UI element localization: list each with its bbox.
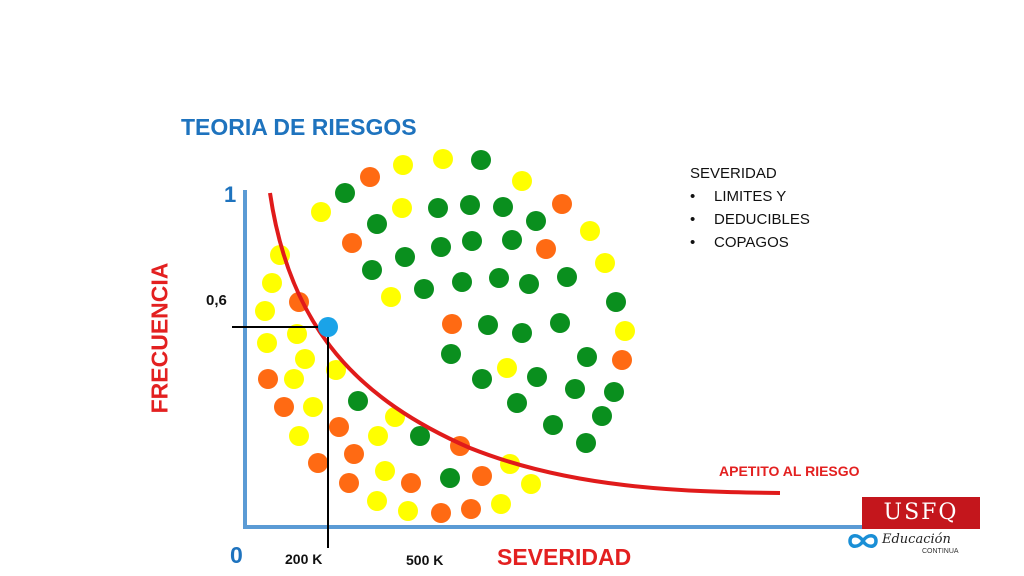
risk-dot [329,417,349,437]
risk-dot [375,461,395,481]
risk-dot [335,183,355,203]
risk-dot [284,369,304,389]
risk-dot [395,247,415,267]
risk-appetite-label: APETITO AL RIESGO [719,463,860,479]
risk-dot [543,415,563,435]
risk-dot [431,237,451,257]
risk-dot [344,444,364,464]
risk-dot [489,268,509,288]
risk-dot [592,406,612,426]
note-bullet-deductibles: DEDUCIBLES [690,208,810,231]
page-title: TEORIA DE RIESGOS [181,114,417,140]
risk-dot [274,397,294,417]
risk-dot [339,473,359,493]
usfq-logo: USFQ Educación CONTINUA [848,497,982,561]
risk-dot [580,221,600,241]
origin-label: 0 [230,542,243,568]
risk-dot [461,499,481,519]
risk-dot [392,198,412,218]
risk-dot [303,397,323,417]
risk-dot [565,379,585,399]
risk-dot [577,347,597,367]
infinity-icon [848,534,878,548]
risk-dot [521,474,541,494]
risk-dot [398,501,418,521]
risk-dot [367,214,387,234]
risk-dot [576,433,596,453]
risk-dot [512,323,532,343]
risk-dot [410,426,430,446]
risk-dot [289,426,309,446]
risk-dot [257,333,277,353]
risk-dot [308,453,328,473]
risk-dot [258,369,278,389]
risk-dot [431,503,451,523]
note-bullet-copays: COPAGOS [690,231,810,254]
risk-dot [342,233,362,253]
risk-dot [550,313,570,333]
risk-dot [381,287,401,307]
risk-dot [287,324,307,344]
risk-dot [526,211,546,231]
risk-dot [368,426,388,446]
risk-dot [606,292,626,312]
risk-dot [452,272,472,292]
x-mark-500k: 500 K [406,552,444,568]
risk-dot [478,315,498,335]
y-axis-top-label: 1 [224,182,237,207]
risk-dot [428,198,448,218]
risk-dot [295,349,315,369]
risk-dot [362,260,382,280]
risk-dot [472,369,492,389]
risk-dot [472,466,492,486]
risk-dot [440,468,460,488]
y-mark-label: 0,6 [206,292,227,309]
risk-dot [604,382,624,402]
risk-dot [519,274,539,294]
risk-dot [311,202,331,222]
risk-dot [615,321,635,341]
risk-dot [442,314,462,334]
risk-dot [502,230,522,250]
logo-line2: CONTINUA [922,548,959,555]
risk-dot [552,194,572,214]
risk-dot [262,273,282,293]
risk-dot [497,358,517,378]
risk-dot [527,367,547,387]
risk-dot [360,167,380,187]
y-axis-title: FRECUENCIA [146,262,173,414]
risk-dot [441,344,461,364]
risk-dot [595,253,615,273]
risk-dot [512,171,532,191]
risk-dot [326,360,346,380]
risk-dot [401,473,421,493]
logo-wordmark: USFQ [862,497,980,529]
risk-dot [557,267,577,287]
risk-dot [433,149,453,169]
risk-dot [491,494,511,514]
risk-appetite-curve [268,192,781,495]
note-bullet-limits: LIMITES Y [690,185,810,208]
risk-dot [493,197,513,217]
risk-dot [414,279,434,299]
notes-heading: SEVERIDAD [690,165,777,182]
logo-line1: Educación [882,532,951,547]
risk-dot [393,155,413,175]
severity-notes: SEVERIDAD LIMITES Y DEDUCIBLES COPAGOS [690,162,810,254]
risk-dots [255,149,635,523]
risk-dot [255,301,275,321]
x-axis-title: SEVERIDAD [497,544,632,570]
risk-dot [507,393,527,413]
risk-dot [612,350,632,370]
risk-dot [460,195,480,215]
risk-dot [367,491,387,511]
intersection-point [318,317,338,337]
risk-dot [471,150,491,170]
risk-dot [462,231,482,251]
x-mark-200k: 200 K [285,551,323,567]
risk-dot [536,239,556,259]
risk-dot [348,391,368,411]
